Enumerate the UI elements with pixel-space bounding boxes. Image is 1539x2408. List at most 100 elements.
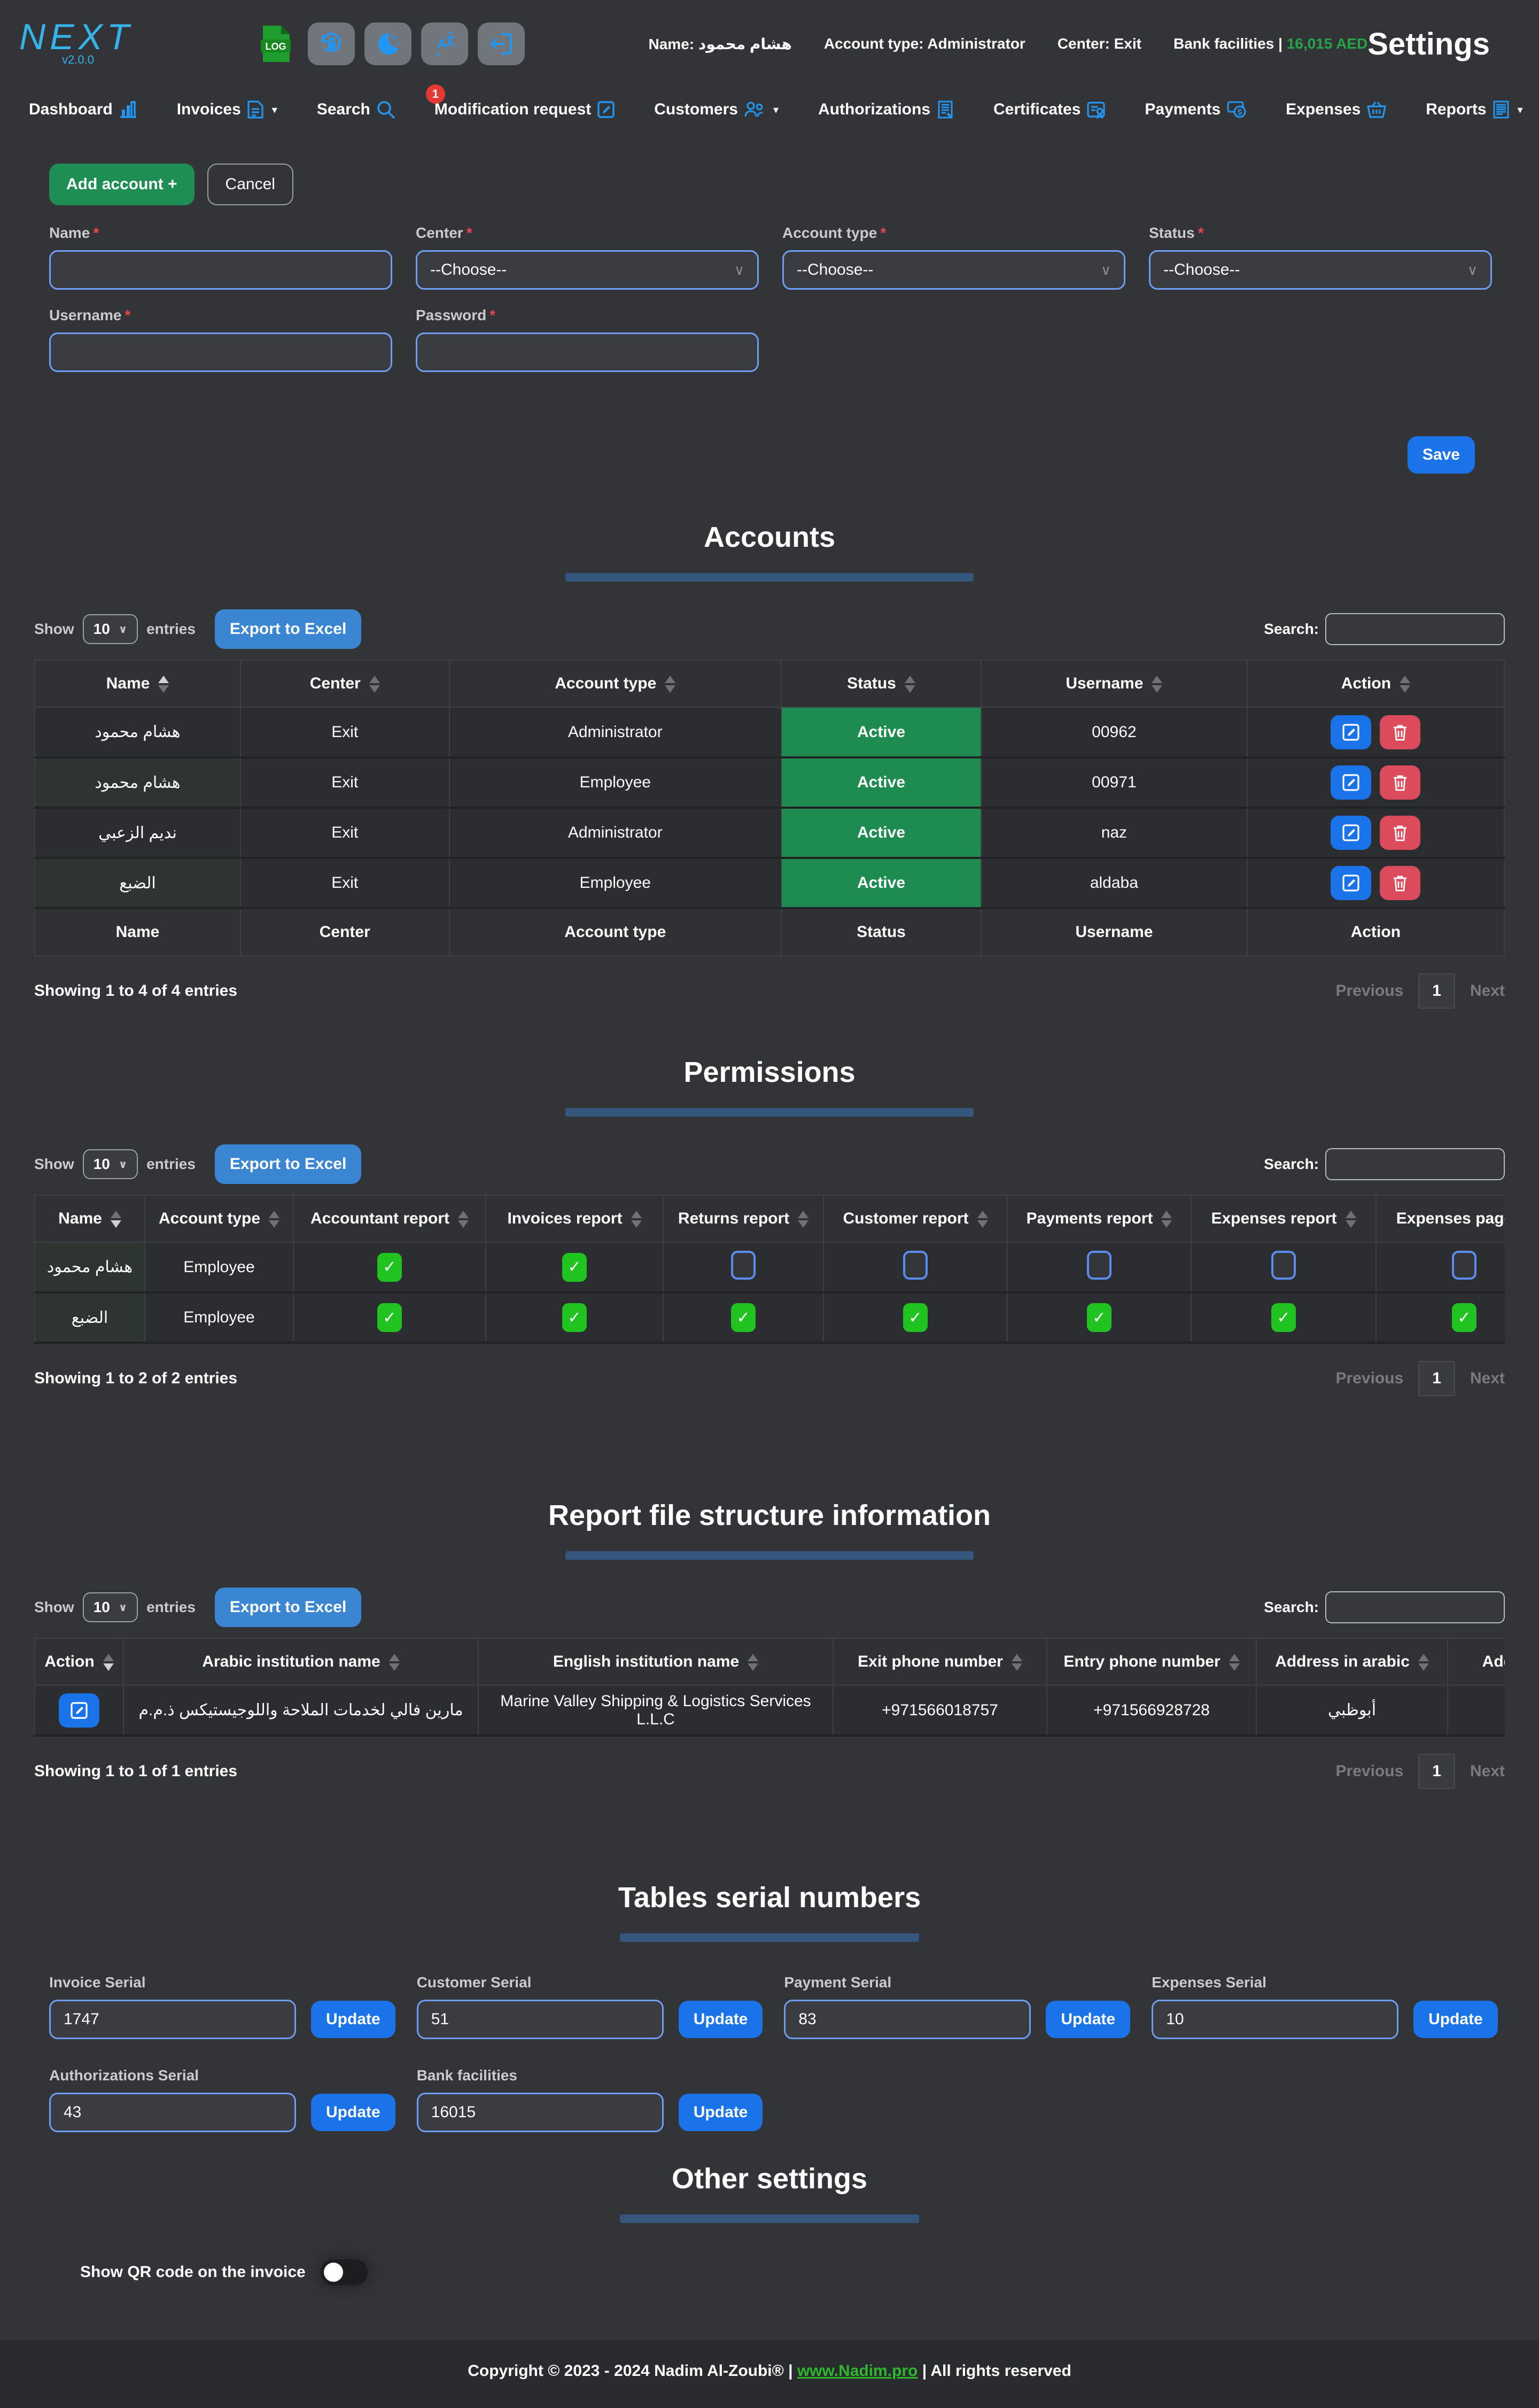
- returns-report-checkbox[interactable]: [731, 1250, 756, 1280]
- permissions-col-expenses-report[interactable]: Expenses report: [1191, 1195, 1377, 1243]
- next-page-button[interactable]: Next: [1470, 982, 1505, 1000]
- permissions-col-payments-report[interactable]: Payments report: [1007, 1195, 1192, 1243]
- accountant-report-checkbox[interactable]: ✓: [377, 1252, 402, 1282]
- nav-certificates[interactable]: Certificates: [993, 100, 1106, 119]
- returns-report-checkbox[interactable]: ✓: [731, 1303, 756, 1333]
- accounts-export-excel-button[interactable]: Export to Excel: [214, 609, 362, 649]
- log-file-icon[interactable]: LOG: [260, 25, 292, 63]
- customer-serial-update-button[interactable]: Update: [678, 2001, 763, 2039]
- permissions-col-returns-report[interactable]: Returns report: [663, 1195, 824, 1243]
- accounts-page-size-select[interactable]: 10 ∨: [82, 614, 138, 644]
- accounts-col-username[interactable]: Username: [981, 660, 1248, 708]
- report-col-arabic-name[interactable]: Arabic institution name: [123, 1638, 479, 1686]
- edit-account-button[interactable]: [1331, 866, 1372, 901]
- report-col-action[interactable]: Action: [34, 1638, 124, 1686]
- next-page-button[interactable]: Next: [1470, 1369, 1505, 1388]
- add-account-button[interactable]: Add account +: [49, 164, 195, 205]
- previous-page-button[interactable]: Previous: [1335, 1369, 1404, 1388]
- nav-invoices[interactable]: Invoices ▾: [177, 100, 277, 119]
- permissions-col-expenses-page[interactable]: Expenses page: [1375, 1195, 1505, 1243]
- report-col-english-name[interactable]: English institution name: [478, 1638, 834, 1686]
- page-number-button[interactable]: 1: [1418, 1754, 1455, 1790]
- account-type-select[interactable]: --Choose-- ∨: [782, 250, 1125, 290]
- qr-code-toggle[interactable]: [320, 2259, 368, 2286]
- expenses-report-checkbox[interactable]: [1271, 1250, 1296, 1280]
- report-col-exit-phone[interactable]: Exit phone number: [833, 1638, 1047, 1686]
- permissions-col-invoices-report[interactable]: Invoices report: [485, 1195, 664, 1243]
- permissions-export-excel-button[interactable]: Export to Excel: [214, 1144, 362, 1184]
- authorizations-serial-input[interactable]: [49, 2093, 296, 2133]
- expenses-serial-update-button[interactable]: Update: [1413, 2001, 1498, 2039]
- payment-serial-input[interactable]: [784, 2000, 1031, 2040]
- center-select[interactable]: --Choose-- ∨: [416, 250, 759, 290]
- name-input[interactable]: [49, 250, 392, 290]
- permissions-col-customer-report[interactable]: Customer report: [823, 1195, 1008, 1243]
- report-col-address-arabic[interactable]: Address in arabic: [1256, 1638, 1448, 1686]
- permissions-col-account-type[interactable]: Account type: [144, 1195, 294, 1243]
- invoices-report-checkbox[interactable]: ✓: [562, 1252, 587, 1282]
- page-number-button[interactable]: 1: [1418, 973, 1455, 1009]
- accounts-col-account-type[interactable]: Account type: [448, 660, 782, 708]
- nadim-pro-link[interactable]: www.Nadim.pro: [797, 2362, 918, 2380]
- previous-page-button[interactable]: Previous: [1335, 982, 1404, 1000]
- report-search-input[interactable]: [1325, 1591, 1505, 1624]
- accounts-search-input[interactable]: [1325, 613, 1505, 645]
- nav-dashboard[interactable]: Dashboard: [29, 100, 137, 119]
- delete-account-button[interactable]: [1380, 816, 1421, 850]
- report-col-address-english[interactable]: Addre: [1447, 1638, 1505, 1686]
- delete-account-button[interactable]: [1380, 715, 1421, 749]
- page-number-button[interactable]: 1: [1418, 1361, 1455, 1397]
- accounts-col-center[interactable]: Center: [239, 660, 450, 708]
- password-input[interactable]: [416, 332, 759, 372]
- payment-serial-update-button[interactable]: Update: [1046, 2001, 1131, 2039]
- expenses-report-checkbox[interactable]: ✓: [1271, 1303, 1296, 1333]
- permissions-col-accountant-report[interactable]: Accountant report: [293, 1195, 486, 1243]
- customer-serial-input[interactable]: [416, 2000, 664, 2040]
- customer-report-checkbox[interactable]: ✓: [903, 1303, 928, 1333]
- reset-password-button[interactable]: [307, 22, 355, 65]
- customer-report-checkbox[interactable]: [903, 1250, 928, 1280]
- nav-authorizations[interactable]: Authorizations: [818, 100, 954, 119]
- expenses-page-checkbox[interactable]: [1452, 1250, 1476, 1280]
- accounts-col-name[interactable]: Name: [34, 660, 241, 708]
- expenses-serial-input[interactable]: [1152, 2000, 1399, 2040]
- accounts-col-status[interactable]: Status: [781, 660, 982, 708]
- status-select[interactable]: --Choose-- ∨: [1149, 250, 1492, 290]
- nav-customers[interactable]: Customers ▾: [654, 100, 779, 119]
- permissions-col-name[interactable]: Name: [34, 1195, 145, 1243]
- delete-account-button[interactable]: [1380, 866, 1421, 901]
- payments-report-checkbox[interactable]: [1087, 1250, 1112, 1280]
- invoice-serial-input[interactable]: [49, 2000, 296, 2040]
- edit-account-button[interactable]: [1331, 765, 1372, 800]
- permissions-search-input[interactable]: [1325, 1148, 1505, 1181]
- nav-expenses[interactable]: Expenses: [1286, 100, 1386, 119]
- logout-button[interactable]: [477, 22, 525, 65]
- report-page-size-select[interactable]: 10 ∨: [82, 1592, 138, 1623]
- bank-facilities-update-button[interactable]: Update: [678, 2094, 763, 2132]
- payments-report-checkbox[interactable]: ✓: [1087, 1303, 1112, 1333]
- nav-modification-request[interactable]: 1 Modification request: [425, 84, 615, 119]
- report-export-excel-button[interactable]: Export to Excel: [214, 1588, 362, 1628]
- edit-report-structure-button[interactable]: [59, 1693, 99, 1728]
- nav-reports[interactable]: Reports ▾: [1426, 100, 1523, 119]
- edit-account-button[interactable]: [1331, 816, 1372, 850]
- invoices-report-checkbox[interactable]: ✓: [562, 1303, 587, 1333]
- save-button[interactable]: Save: [1407, 436, 1475, 474]
- next-page-button[interactable]: Next: [1470, 1762, 1505, 1780]
- nav-search[interactable]: Search: [317, 100, 395, 119]
- invoice-serial-update-button[interactable]: Update: [311, 2001, 395, 2039]
- username-input[interactable]: [49, 332, 392, 372]
- permissions-page-size-select[interactable]: 10 ∨: [82, 1149, 138, 1180]
- dark-mode-moon-button[interactable]: [364, 22, 411, 65]
- nav-payments[interactable]: Payments $: [1145, 100, 1246, 119]
- authorizations-serial-update-button[interactable]: Update: [311, 2094, 395, 2132]
- previous-page-button[interactable]: Previous: [1335, 1762, 1404, 1780]
- expenses-page-checkbox[interactable]: ✓: [1452, 1303, 1476, 1333]
- report-col-entry-phone[interactable]: Entry phone number: [1046, 1638, 1257, 1686]
- cancel-button[interactable]: Cancel: [207, 164, 293, 205]
- bank-facilities-input[interactable]: [416, 2093, 664, 2133]
- accountant-report-checkbox[interactable]: ✓: [377, 1303, 402, 1333]
- language-translate-button[interactable]: A: [421, 22, 468, 65]
- accounts-col-action[interactable]: Action: [1246, 660, 1505, 708]
- delete-account-button[interactable]: [1380, 765, 1421, 800]
